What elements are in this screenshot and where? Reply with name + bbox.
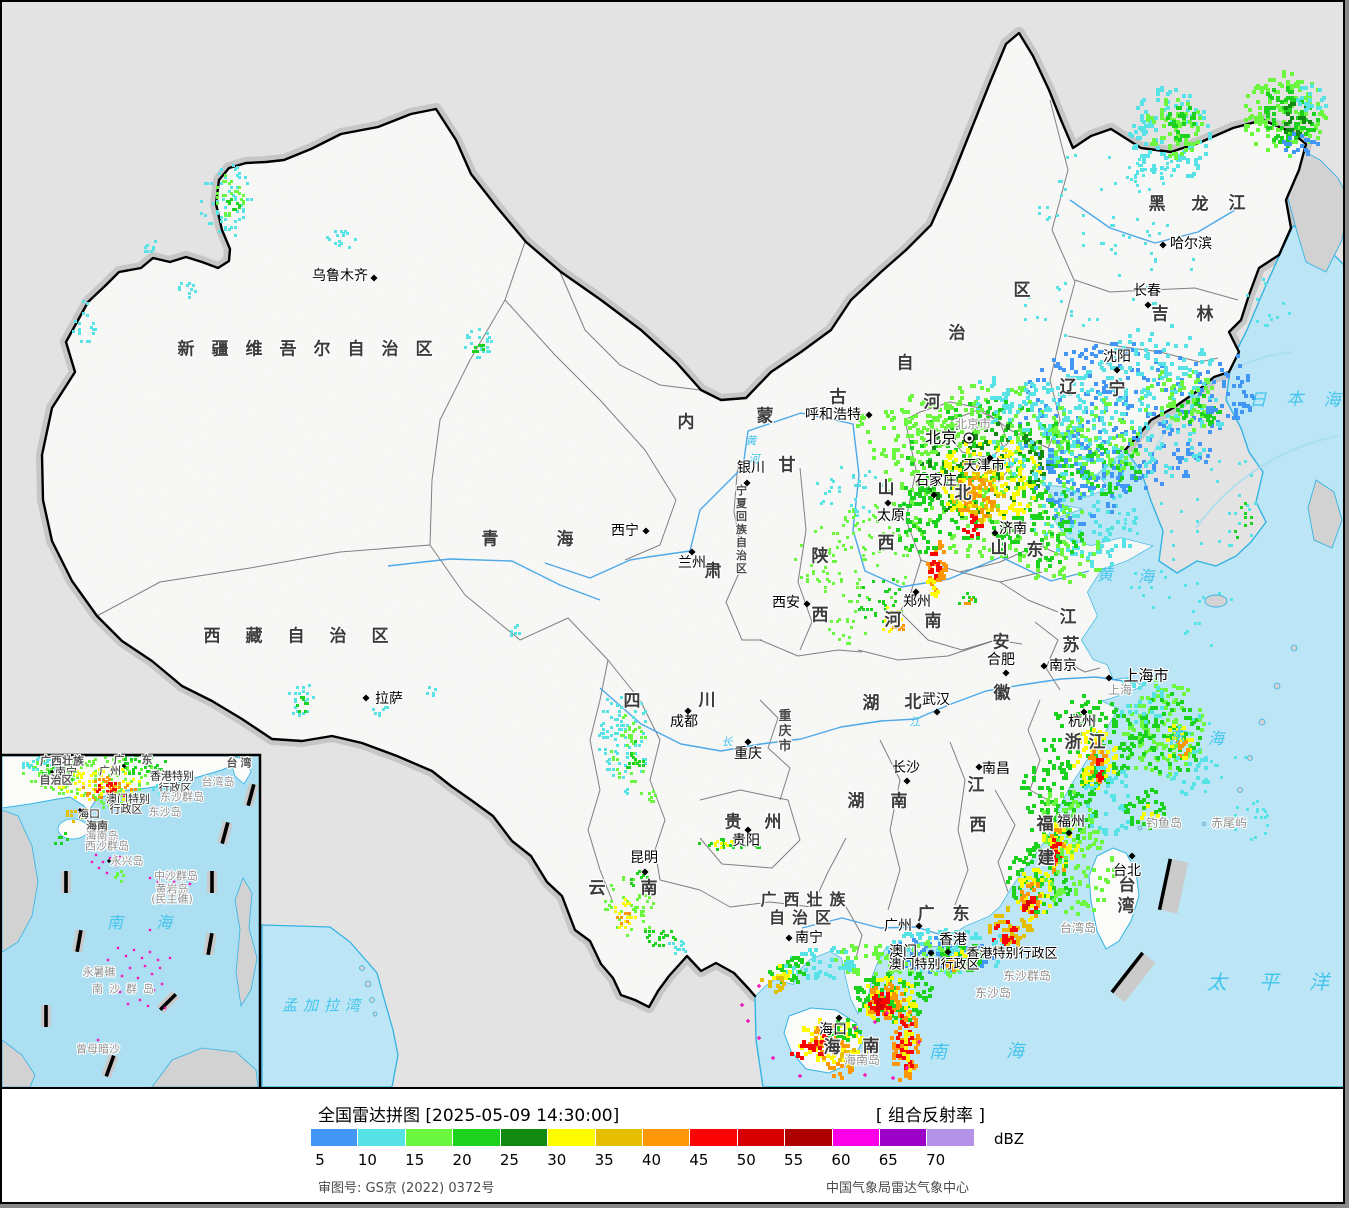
- scale-value: 55: [784, 1151, 804, 1169]
- scale-value: 10: [357, 1151, 377, 1169]
- scale-value: 70: [926, 1151, 946, 1169]
- inset-frame: [2, 753, 262, 1087]
- dash-line-and-reefs: [740, 858, 1189, 1080]
- south-china-sea-inset: [2, 755, 260, 1087]
- colorbar-cell-5: [311, 1129, 359, 1146]
- scale-value: 30: [547, 1151, 567, 1169]
- map-canvas: 新疆维吾尔自治区 西藏自治区青海甘肃内蒙古自治区黑龙江吉林辽宁河北山西山东河南陕西…: [2, 2, 1343, 1087]
- legend-bar: 全国雷达拼图 [2025-05-09 14:30:00] [ 组合反射率 ] d…: [2, 1087, 1343, 1202]
- radar-echo-layer: [72, 70, 1328, 1082]
- national-border: [40, 31, 1308, 1009]
- approval-number: 审图号: GS京 (2022) 0372号: [318, 1181, 495, 1196]
- scale-value: 25: [499, 1151, 519, 1169]
- colorbar-cell-55: [785, 1129, 833, 1146]
- colorbar-cell-35: [595, 1129, 643, 1146]
- credit: 中国气象局雷达气象中心: [825, 1181, 969, 1196]
- colorbar-cell-65: [880, 1129, 928, 1146]
- china-radar-map: [2, 27, 1343, 1087]
- scale-value: 50: [736, 1151, 756, 1169]
- legend-title: 全国雷达拼图 [2025-05-09 14:30:00]: [318, 1106, 620, 1126]
- scale-value: 35: [594, 1151, 614, 1169]
- colorbar-cell-20: [453, 1129, 501, 1146]
- scale-value: 45: [689, 1151, 709, 1169]
- product-name: [ 组合反射率 ]: [875, 1106, 985, 1126]
- colorbar-cell-45: [690, 1129, 738, 1146]
- colorbar-cell-25: [500, 1129, 549, 1146]
- scale-value: 40: [641, 1151, 662, 1169]
- scale-value: 20: [452, 1151, 472, 1169]
- colorbar-cell-30: [548, 1129, 596, 1146]
- colorbar-cell-50: [737, 1129, 786, 1146]
- scale-value: 60: [831, 1151, 851, 1169]
- colorbar-cell-70: [927, 1129, 974, 1146]
- scale-value: 65: [878, 1151, 898, 1169]
- colorbar-cell-40: [642, 1129, 691, 1146]
- scale-value: 15: [405, 1151, 425, 1169]
- colorbar-cell-10: [358, 1129, 406, 1146]
- colorbar-cell-15: [405, 1129, 454, 1146]
- scale-value: 5: [315, 1151, 325, 1169]
- colorbar: [311, 1129, 974, 1146]
- colorbar-cell-60: [832, 1129, 881, 1146]
- unit-label: dBZ: [994, 1130, 1025, 1148]
- foreign-land-layer: [359, 147, 1343, 1017]
